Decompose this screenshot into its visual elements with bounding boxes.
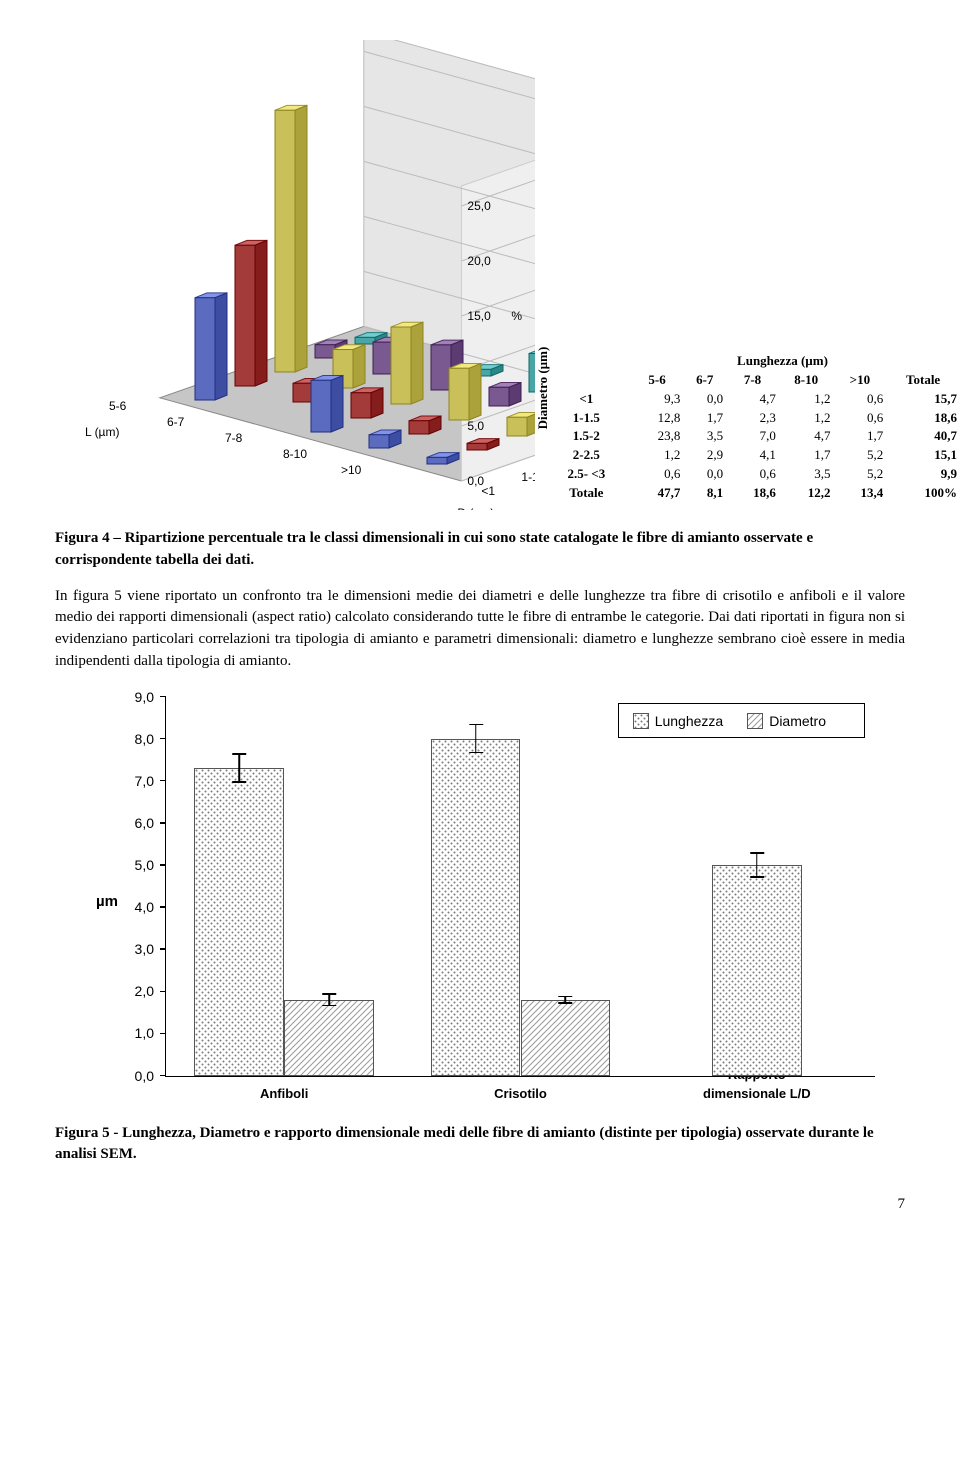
table-col-header: 7-8 — [726, 371, 779, 390]
table-body: <19,30,04,71,20,615,71-1.512,81,72,31,20… — [545, 390, 960, 503]
table-row: 1-1.512,81,72,31,20,618,6 — [545, 409, 960, 428]
table-total-row: Totale47,78,118,612,213,4100% — [545, 484, 960, 503]
legend-label: Lunghezza — [655, 713, 724, 729]
fig5-error-bar — [239, 753, 241, 782]
table-row: 1.5-223,83,57,04,71,740,7 — [545, 427, 960, 446]
table-row: <19,30,04,71,20,615,7 — [545, 390, 960, 409]
table-side-header: Diametro (µm) — [534, 343, 554, 433]
svg-text:7-8: 7-8 — [225, 431, 243, 445]
svg-text:8-10: 8-10 — [283, 447, 307, 461]
fig4-table: 5-66-77-88-10>10Totale <19,30,04,71,20,6… — [545, 371, 960, 503]
svg-text:5-6: 5-6 — [109, 399, 127, 413]
paragraph-1: In figura 5 viene riportato un confronto… — [55, 586, 905, 673]
fig5-error-bar — [475, 724, 477, 753]
fig4-3d-chart: 0,05,010,015,020,025,0%5-66-77-88-10>10L… — [75, 40, 535, 510]
svg-text:25,0: 25,0 — [467, 199, 491, 213]
fig5-bar — [194, 768, 284, 1075]
fig5-bar — [431, 739, 521, 1076]
fig5-ytick: 2,0 — [110, 981, 154, 1001]
fig5-ytick: 0,0 — [110, 1065, 154, 1085]
fig5-ytick: 5,0 — [110, 855, 154, 875]
table-row: 2-2.51,22,94,11,75,215,1 — [545, 446, 960, 465]
fig5-category-label: Anfiboli — [260, 1085, 308, 1104]
legend-label: Diametro — [769, 713, 826, 729]
table-col-header: 5-6 — [631, 371, 684, 390]
table-col-header: Totale — [886, 371, 960, 390]
fig5-error-bar — [328, 993, 330, 1006]
fig5-ytick: 3,0 — [110, 939, 154, 959]
fig5-legend: Lunghezza Diametro — [618, 703, 865, 738]
fig5-ytick: 4,0 — [110, 897, 154, 917]
svg-text:1-1.5: 1-1.5 — [521, 470, 535, 484]
fig5-error-bar — [756, 852, 758, 877]
table-row: 2.5- <30,60,00,63,55,29,9 — [545, 465, 960, 484]
svg-text:15,0: 15,0 — [467, 309, 491, 323]
svg-text:<1: <1 — [481, 484, 495, 498]
table-super-header: Lunghezza (µm) — [605, 348, 960, 371]
svg-text:5,0: 5,0 — [467, 419, 484, 433]
fig5-category-label: Crisotilo — [494, 1085, 547, 1104]
fig5-bar — [521, 1000, 611, 1076]
table-col-header: 6-7 — [683, 371, 726, 390]
table-col-header: 8-10 — [779, 371, 834, 390]
fig5-ytick: 9,0 — [110, 686, 154, 706]
figure-4-block: 0,05,010,015,020,025,0%5-66-77-88-10>10L… — [55, 40, 905, 520]
svg-text:6-7: 6-7 — [167, 415, 185, 429]
fig5-ytick: 1,0 — [110, 1023, 154, 1043]
fig4-caption: Figura 4 – Ripartizione percentuale tra … — [55, 528, 905, 572]
fig5-caption: Figura 5 - Lunghezza, Diametro e rapport… — [55, 1123, 905, 1167]
page-number: 7 — [55, 1194, 905, 1216]
fig5-ytick: 6,0 — [110, 813, 154, 833]
fig5-error-bar — [565, 996, 567, 1004]
fig4-caption-text: Figura 4 – Ripartizione percentuale tra … — [55, 530, 813, 568]
svg-text:L (µm): L (µm) — [85, 425, 119, 439]
legend-swatch — [633, 713, 649, 729]
fig4-svg: 0,05,010,015,020,025,0%5-66-77-88-10>10L… — [75, 40, 535, 510]
fig5-bar — [712, 865, 802, 1076]
figure-5-chart: µm LunghezzaDiametro 0,01,02,03,04,05,06… — [95, 687, 895, 1117]
svg-text:>10: >10 — [341, 463, 362, 477]
table-col-header: >10 — [834, 371, 887, 390]
fig5-bar — [284, 1000, 374, 1076]
fig5-ytick: 7,0 — [110, 771, 154, 791]
svg-text:%: % — [511, 309, 522, 323]
fig5-ytick: 8,0 — [110, 728, 154, 748]
svg-text:D (µm): D (µm) — [457, 506, 494, 510]
svg-text:20,0: 20,0 — [467, 254, 491, 268]
legend-swatch — [747, 713, 763, 729]
table-header-row: 5-66-77-88-10>10Totale — [545, 371, 960, 390]
fig5-caption-text: Figura 5 - Lunghezza, Diametro e rapport… — [55, 1125, 874, 1163]
fig5-plot-area: LunghezzaDiametro 0,01,02,03,04,05,06,07… — [165, 697, 875, 1077]
fig4-table-wrap: Diametro (µm) Lunghezza (µm) 5-66-77-88-… — [545, 348, 960, 503]
